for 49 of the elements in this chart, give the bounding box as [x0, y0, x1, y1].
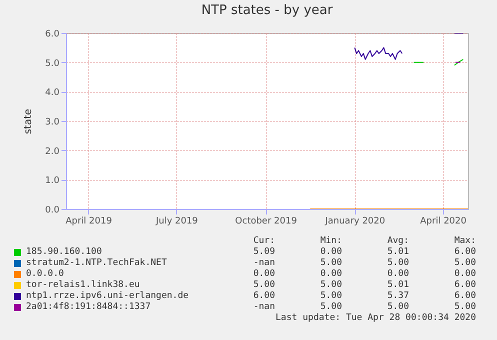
text: 5.09 [253, 247, 275, 258]
legend-label: stratum2-1.NTP.TechFak.NET [26, 258, 167, 269]
text: 6.00 [454, 247, 476, 258]
y-tick-label: 2.0 [45, 146, 60, 157]
legend-label: 2a01:4f8:191:8484::1337 [26, 302, 151, 313]
text: 6.00 [454, 280, 476, 291]
text: 5.37 [387, 291, 409, 302]
text: 5.00 [387, 258, 409, 269]
x-tick-label: April 2020 [420, 216, 467, 226]
text: 5.00 [387, 302, 409, 313]
text: Last update: Tue Apr 28 00:00:34 2020 [276, 313, 476, 324]
text: 5.01 [387, 280, 409, 291]
y-tick-label: 1.0 [45, 176, 60, 186]
legend-label: 0.0.0.0 [26, 269, 64, 280]
y-tick-label: 5.0 [45, 58, 60, 69]
text: -nan [253, 302, 275, 313]
y-tick-label: 0.0 [45, 206, 60, 216]
text: 0.00 [387, 269, 409, 280]
text: 0.00 [320, 247, 342, 258]
text: 5.01 [387, 247, 409, 258]
text: Max: [454, 236, 476, 247]
text: 6.00 [454, 291, 476, 302]
text: Avg: [387, 236, 409, 247]
text: 5.00 [320, 302, 342, 313]
y-axis-title: state [23, 108, 34, 134]
text: 0.00 [320, 269, 342, 280]
text: 5.00 [320, 291, 342, 302]
x-tick-label: April 2019 [66, 216, 112, 226]
y-tick-label: 4.0 [45, 88, 60, 98]
text: Cur: [253, 236, 275, 247]
text: 5.00 [454, 302, 476, 313]
x-tick-label: October 2019 [235, 216, 298, 226]
x-tick-label: July 2019 [154, 216, 198, 226]
text: 5.00 [320, 280, 342, 291]
legend-label: tor-relais1.link38.eu [26, 280, 140, 291]
text: Min: [320, 236, 342, 247]
chart-title: NTP states - by year [201, 3, 334, 18]
y-tick-label: 3.0 [45, 118, 60, 128]
text: 6.00 [253, 291, 275, 302]
x-tick-label: January 2020 [324, 216, 386, 226]
text: 0.00 [253, 269, 275, 280]
legend-label: 185.90.160.100 [26, 247, 102, 258]
text: 0.00 [454, 269, 476, 280]
legend-label: ntp1.rrze.ipv6.uni-erlangen.de [26, 291, 189, 302]
text: 5.00 [253, 280, 275, 291]
y-tick-label: 6.0 [45, 30, 60, 40]
text: 5.00 [320, 258, 342, 269]
text: -nan [253, 258, 275, 269]
text: 5.00 [454, 258, 476, 269]
